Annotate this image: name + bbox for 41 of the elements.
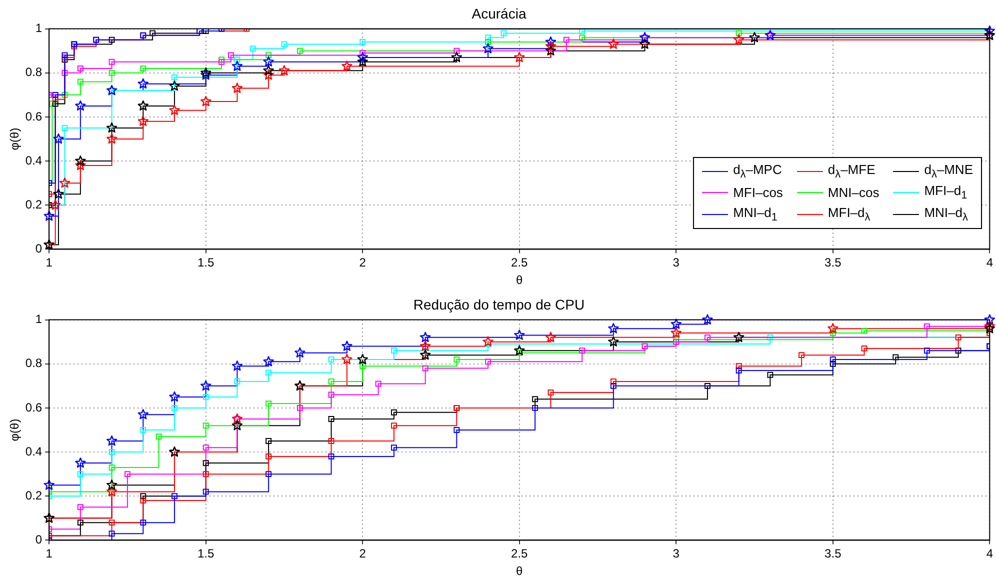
y-tick-label: 0.4: [25, 444, 42, 458]
legend-label: MFI–cos: [733, 185, 783, 200]
chart-title: Redução do tempo de CPU: [413, 296, 585, 312]
y-tick-label: 0.4: [25, 153, 42, 168]
x-tick-label: 3: [672, 256, 680, 270]
x-tick-label: 3.5: [824, 546, 842, 560]
x-tick-label: 4: [986, 256, 994, 270]
x-tick-label: 1.5: [198, 546, 215, 560]
y-tick-label: 0.8: [25, 356, 42, 370]
x-tick-label: 1.5: [198, 256, 215, 270]
x-axis-title: θ: [516, 273, 524, 288]
y-tick-label: 0.6: [25, 400, 42, 414]
y-tick-label: 1: [35, 21, 42, 36]
y-tick-label: 1: [35, 312, 42, 326]
legend-label: d$_{λ}$–MFE: [828, 162, 876, 180]
y-tick-label: 0.2: [25, 197, 42, 212]
y-tick-label: 0.6: [25, 109, 42, 124]
x-tick-label: 3.5: [824, 256, 842, 270]
x-tick-label: 2.5: [511, 546, 528, 560]
legend-label: d$_{λ}$–MPC: [733, 162, 782, 180]
x-tick-label: 3: [672, 546, 680, 560]
chart-title: Acurácia: [472, 5, 526, 22]
legend-label: MNI–d$_{1}$: [733, 204, 778, 224]
x-tick-label: 1: [46, 256, 53, 270]
x-tick-label: 2.5: [511, 256, 528, 270]
y-tick-label: 0.8: [25, 65, 42, 80]
legend-label: MFI–d$_{λ}$: [828, 204, 870, 224]
y-tick-label: 0: [35, 242, 42, 256]
x-tick-label: 1: [46, 546, 53, 560]
x-tick-label: 2: [359, 256, 366, 270]
y-axis-title: φ(θ): [8, 128, 22, 150]
legend-label: MNI–d$_{λ}$: [924, 204, 968, 224]
y-tick-label: 0: [35, 532, 42, 546]
legend-label: d$_{λ}$–MNE: [924, 162, 973, 180]
legend-label: MFI–d$_{1}$: [924, 183, 968, 202]
legend-label: MNI–cos: [828, 185, 880, 200]
y-tick-label: 0.2: [25, 488, 42, 502]
x-axis-title: θ: [516, 564, 524, 578]
x-tick-label: 2: [359, 546, 366, 560]
x-tick-label: 4: [986, 546, 994, 560]
y-axis-title: φ(θ): [8, 418, 22, 441]
